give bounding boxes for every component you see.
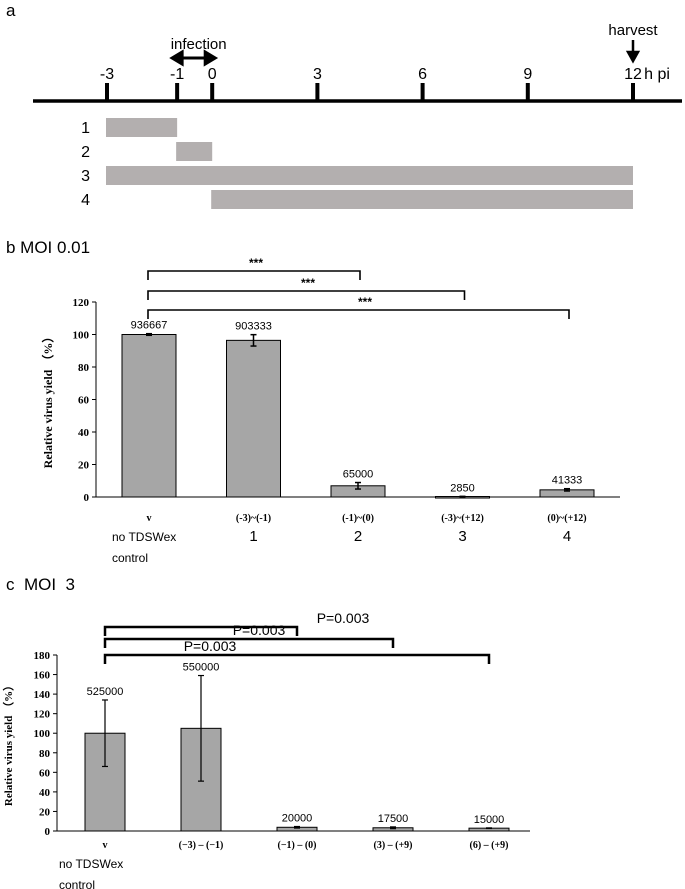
category-label: (6) – (+9) bbox=[469, 840, 508, 851]
harvest-down-arrow bbox=[625, 40, 641, 64]
significance-bracket bbox=[103, 653, 491, 664]
significance-bracket bbox=[103, 637, 395, 648]
y-tick-label: 0 bbox=[45, 826, 51, 838]
group-label: no TDSWex bbox=[59, 857, 123, 871]
timeline-tick-label: 3 bbox=[313, 66, 322, 83]
group-label: 4 bbox=[563, 528, 571, 545]
chart-b-plot: 0 20 40 60 80 100 120 Relative virus yield （%） 9… bbox=[40, 256, 620, 565]
data-label: 41333 bbox=[552, 475, 583, 487]
treatment-label: 3 bbox=[81, 168, 90, 185]
y-tick-label: 140 bbox=[34, 689, 51, 701]
treatment-label: 4 bbox=[81, 192, 90, 209]
chart-c-plot: 0 20 40 60 80 100 120 140 160 180 Relative virus y… bbox=[2, 610, 530, 889]
treatment-bar bbox=[106, 118, 178, 137]
data-label: 20000 bbox=[282, 813, 313, 825]
significance-label: P=0.003 bbox=[184, 638, 237, 654]
treatment-rows: 1 2 3 4 bbox=[81, 118, 633, 209]
harvest-label: harvest bbox=[608, 22, 658, 39]
significance-bracket bbox=[147, 290, 466, 300]
data-label: 903333 bbox=[235, 321, 272, 333]
category-label: (-3)~(+12) bbox=[441, 513, 484, 524]
infection-marker: infection bbox=[169, 36, 227, 67]
treatment-label: 1 bbox=[81, 120, 90, 137]
significance-bracket bbox=[147, 309, 570, 319]
infection-label: infection bbox=[171, 36, 227, 53]
y-tick-label: 80 bbox=[39, 748, 51, 760]
group-label-control: control bbox=[59, 878, 95, 889]
treatment-bar bbox=[211, 190, 633, 209]
group-label: 3 bbox=[458, 528, 466, 545]
timeline-tick-label: 9 bbox=[523, 66, 532, 83]
harvest-marker: harvest bbox=[608, 22, 658, 64]
chart-moi-3: c MOI 3 0 20 40 60 80 100 120 140 160 180 Relative… bbox=[2, 575, 530, 889]
infection-double-arrow bbox=[169, 49, 219, 67]
treatment-bar bbox=[176, 142, 213, 161]
treatment-label: 2 bbox=[81, 144, 90, 161]
significance-bracket bbox=[147, 270, 361, 280]
y-tick-label: 0 bbox=[84, 492, 90, 504]
category-label: (-3)~(-1) bbox=[236, 513, 271, 524]
timeline-tick-label: 0 bbox=[208, 66, 217, 83]
significance-label: *** bbox=[249, 256, 263, 270]
data-label: 65000 bbox=[343, 469, 374, 481]
data-label: 550000 bbox=[183, 662, 220, 674]
timeline-unit-label: h pi bbox=[644, 66, 670, 83]
y-tick-label: 40 bbox=[39, 787, 51, 799]
significance-label: *** bbox=[358, 295, 372, 309]
timeline-tick-label: 12 bbox=[624, 66, 642, 83]
chart-moi-0.01: b MOI 0.01 0 20 40 60 80 100 120 Relative virus… bbox=[6, 238, 620, 565]
significance-label: *** bbox=[301, 276, 315, 290]
category-label: (-1)~(0) bbox=[342, 513, 374, 524]
bar bbox=[226, 339, 281, 498]
y-tick-label: 180 bbox=[34, 650, 51, 662]
significance-label: P=0.003 bbox=[233, 622, 286, 638]
timeline-tick-label: -3 bbox=[100, 66, 114, 83]
y-tick-label: 100 bbox=[34, 728, 51, 740]
group-label: 1 bbox=[249, 528, 257, 545]
panel-a-label: a bbox=[6, 1, 16, 20]
category-label: (0)~(+12) bbox=[547, 513, 586, 524]
group-label: no TDSWex bbox=[112, 530, 176, 544]
y-tick-label: 100 bbox=[73, 330, 90, 342]
data-label: 936667 bbox=[131, 320, 168, 332]
timeline-tick-label: 6 bbox=[418, 66, 427, 83]
category-label: (3) – (+9) bbox=[373, 840, 412, 851]
timeline-ticks: -3 -1 0 3 6 9 12 bbox=[100, 66, 642, 101]
y-tick-label: 40 bbox=[78, 427, 90, 439]
y-tick-label: 60 bbox=[78, 395, 90, 407]
data-label: 525000 bbox=[87, 686, 124, 698]
group-label-control: control bbox=[112, 551, 148, 565]
y-tick-label: 20 bbox=[39, 806, 51, 818]
data-label: 2850 bbox=[450, 482, 474, 494]
category-label: (−3) – (−1) bbox=[179, 840, 224, 851]
category-label: v bbox=[103, 840, 108, 851]
significance-bracket bbox=[103, 625, 299, 636]
timeline-tick-label: -1 bbox=[170, 66, 184, 83]
chart-c-title: c MOI 3 bbox=[6, 575, 75, 594]
chart-b-title: b MOI 0.01 bbox=[6, 238, 90, 257]
category-label: v bbox=[147, 513, 152, 524]
group-label: 2 bbox=[354, 528, 362, 545]
y-tick-label: 160 bbox=[34, 670, 51, 682]
bar bbox=[121, 334, 177, 498]
data-label: 17500 bbox=[378, 813, 409, 825]
y-tick-label: 80 bbox=[78, 362, 90, 374]
data-label: 15000 bbox=[474, 814, 505, 826]
category-label: (−1) – (0) bbox=[277, 840, 316, 851]
significance-label: P=0.003 bbox=[317, 610, 370, 626]
y-axis-label: Relative virus yield （%） bbox=[40, 331, 55, 469]
y-tick-label: 60 bbox=[39, 767, 51, 779]
y-axis-label: Relative virus yield （%） bbox=[2, 680, 15, 806]
treatment-bar bbox=[106, 166, 633, 185]
y-tick-label: 20 bbox=[78, 460, 90, 472]
y-tick-label: 120 bbox=[73, 297, 90, 309]
y-tick-label: 120 bbox=[34, 709, 51, 721]
